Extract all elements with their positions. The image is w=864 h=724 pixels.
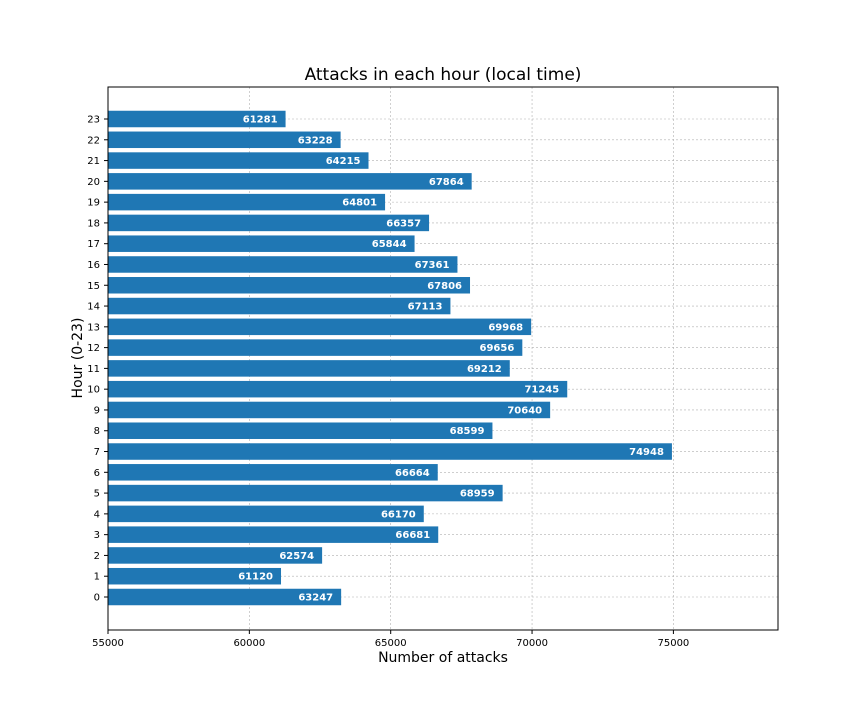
x-tick-label: 75000 xyxy=(657,638,689,649)
bar xyxy=(108,401,551,419)
bar xyxy=(108,235,415,252)
bar xyxy=(108,152,369,169)
bar xyxy=(108,193,386,211)
y-tick-label: 10 xyxy=(87,385,100,396)
bar-value-label: 67113 xyxy=(408,302,443,313)
x-axis-title: Number of attacks xyxy=(378,650,508,666)
y-tick-label: 9 xyxy=(94,405,100,416)
y-tick-label: 18 xyxy=(87,218,100,229)
x-tick-label: 60000 xyxy=(233,638,265,649)
bar-value-label: 74948 xyxy=(629,447,664,458)
y-tick-label: 21 xyxy=(87,156,100,167)
y-tick-label: 4 xyxy=(94,509,100,520)
bar xyxy=(108,422,493,439)
bar xyxy=(108,526,439,543)
x-tick-label: 65000 xyxy=(375,638,407,649)
bar-value-label: 66681 xyxy=(395,530,430,541)
y-tick-label: 17 xyxy=(87,239,100,250)
y-tick-label: 6 xyxy=(94,468,100,479)
bar xyxy=(108,277,471,294)
bar-value-label: 65844 xyxy=(372,239,407,250)
y-tick-label: 15 xyxy=(87,281,100,292)
y-tick-label: 8 xyxy=(94,426,100,437)
y-tick-label: 12 xyxy=(87,343,100,354)
bars: 63247 61120 62574 66681 66170 68959 66664 74948… xyxy=(108,110,672,606)
bar xyxy=(108,297,451,315)
bar-value-label: 68959 xyxy=(460,489,495,500)
bar xyxy=(108,173,472,190)
plot-frame xyxy=(107,86,779,631)
y-tick-label: 16 xyxy=(87,260,100,271)
bar-value-label: 69212 xyxy=(467,364,502,375)
bar-value-label: 63228 xyxy=(298,135,333,146)
y-tick-label: 3 xyxy=(94,530,100,541)
bar xyxy=(108,256,458,273)
bar-value-label: 67361 xyxy=(415,260,450,271)
bar-value-label: 69656 xyxy=(480,343,515,354)
bar xyxy=(108,505,424,523)
x-tick-label: 70000 xyxy=(516,638,548,649)
bar xyxy=(108,339,523,356)
bar-value-label: 67806 xyxy=(427,281,462,292)
bar xyxy=(108,214,430,232)
y-tick-label: 5 xyxy=(94,489,100,500)
y-tick-label: 23 xyxy=(87,115,100,126)
y-tick-label: 1 xyxy=(94,572,100,583)
bar-value-label: 71245 xyxy=(524,385,559,396)
bar-value-label: 62574 xyxy=(279,551,314,562)
bar xyxy=(108,380,568,398)
bar-value-label: 64215 xyxy=(326,156,361,167)
bar xyxy=(108,131,341,149)
bar-value-label: 70640 xyxy=(507,405,542,416)
bar xyxy=(108,588,342,606)
bar-value-label: 64801 xyxy=(342,198,377,209)
bar-value-label: 68599 xyxy=(450,426,485,437)
bar xyxy=(108,110,286,128)
x-tick-label: 55000 xyxy=(92,638,124,649)
bar-value-label: 66664 xyxy=(395,468,430,479)
bar-value-label: 66357 xyxy=(386,218,421,229)
y-tick-label: 2 xyxy=(94,551,100,562)
y-tick-label: 14 xyxy=(87,302,100,313)
y-tick-label: 20 xyxy=(87,177,100,188)
bar-value-label: 66170 xyxy=(381,509,416,520)
y-tick-label: 7 xyxy=(94,447,100,458)
y-tick-label: 11 xyxy=(87,364,100,375)
bar xyxy=(108,360,510,377)
bar-value-label: 69968 xyxy=(488,322,523,333)
y-tick-label: 0 xyxy=(94,593,100,604)
y-tick-label: 22 xyxy=(87,135,100,146)
y-tick-label: 13 xyxy=(87,322,100,333)
bar xyxy=(108,318,532,336)
y-axis-title: Hour (0-23) xyxy=(70,318,86,399)
bar-value-label: 67864 xyxy=(429,177,464,188)
bar xyxy=(108,464,438,481)
bar xyxy=(108,484,503,502)
bar xyxy=(108,443,672,460)
bar-value-label: 61120 xyxy=(238,572,273,583)
bar-value-label: 61281 xyxy=(243,115,278,126)
bar-value-label: 63247 xyxy=(298,593,333,604)
x-axis-ticks: 55000 60000 65000 70000 75000 xyxy=(92,630,689,649)
bar xyxy=(108,567,282,585)
y-tick-label: 19 xyxy=(87,198,100,209)
bar xyxy=(108,547,323,564)
chart-title: Attacks in each hour (local time) xyxy=(305,65,582,85)
